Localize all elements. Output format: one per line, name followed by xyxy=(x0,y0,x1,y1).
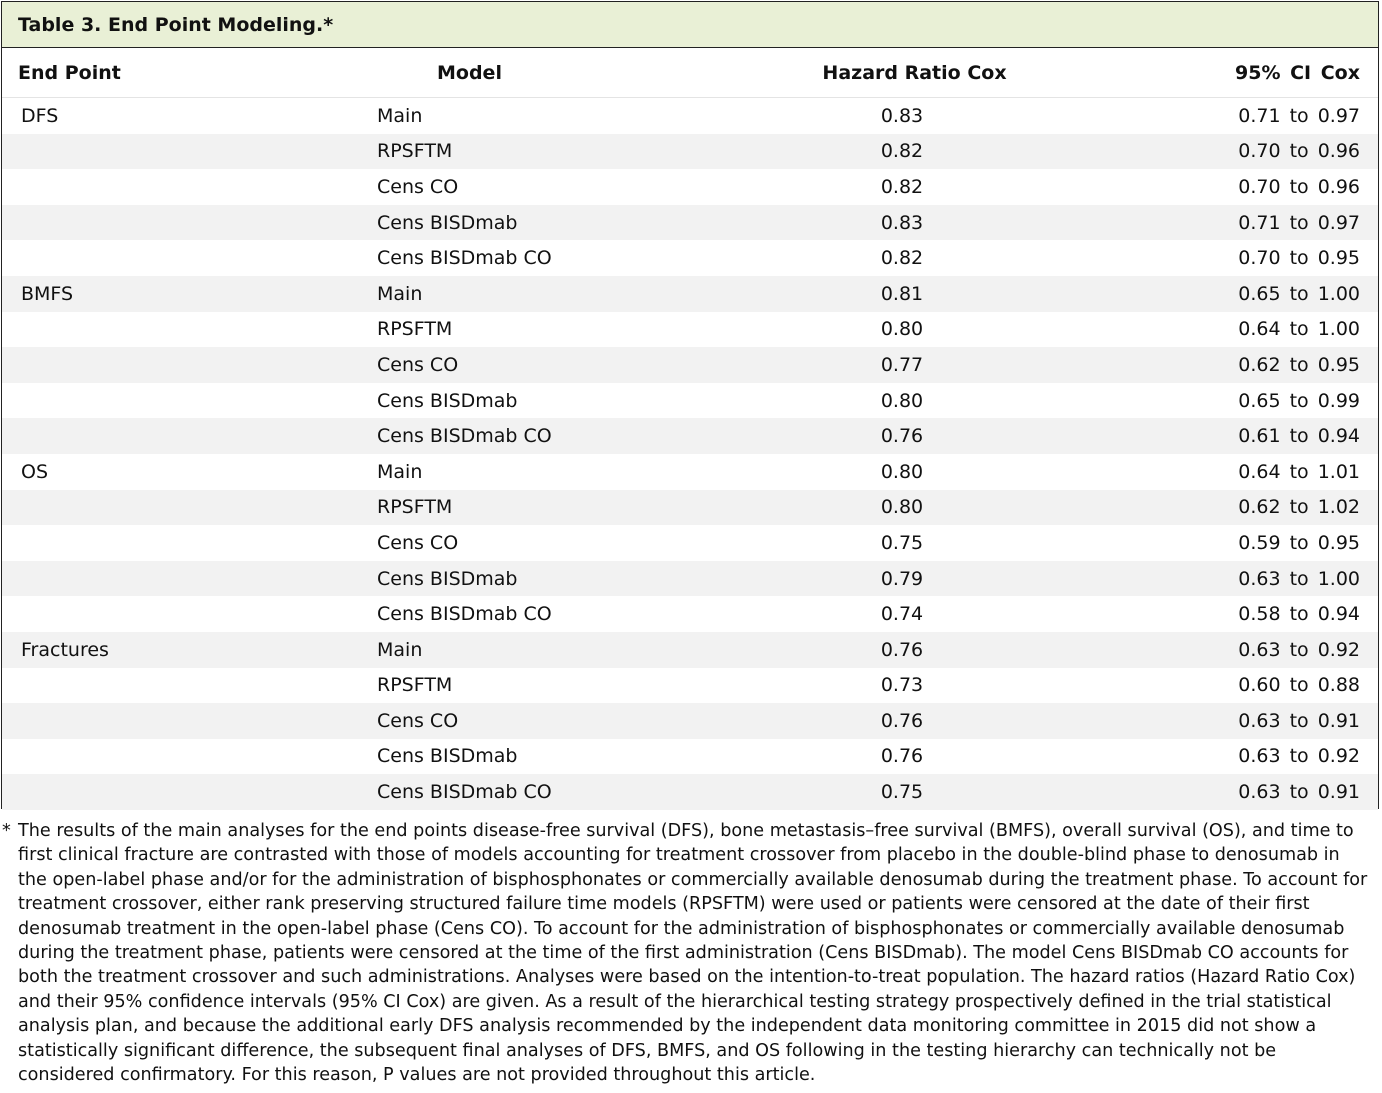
table-row: Cens BISDmab 0.76 0.63 to 0.92 xyxy=(2,739,1378,775)
table-row: OS Main 0.80 0.64 to 1.01 xyxy=(2,454,1378,490)
cell-ci: 0.63 to 0.91 xyxy=(1238,781,1360,804)
header-model: Model xyxy=(437,61,502,84)
cell-ci: 0.61 to 0.94 xyxy=(1238,425,1360,448)
cell-model: Cens BISDmab xyxy=(377,389,518,412)
cell-hazard-ratio: 0.76 xyxy=(880,709,924,732)
table-row: BMFS Main 0.81 0.65 to 1.00 xyxy=(2,275,1378,312)
cell-ci: 0.60 to 0.88 xyxy=(1238,674,1360,697)
cell-model: RPSFTM xyxy=(377,674,453,697)
table-row: Cens CO 0.77 0.62 to 0.95 xyxy=(2,347,1378,383)
cell-ci: 0.62 to 0.95 xyxy=(1238,353,1360,376)
cell-hazard-ratio: 0.81 xyxy=(880,282,924,305)
cell-model: RPSFTM xyxy=(377,496,453,519)
cell-model: Cens BISDmab CO xyxy=(377,781,552,804)
cell-ci: 0.64 to 1.00 xyxy=(1238,318,1360,341)
cell-model: RPSFTM xyxy=(377,318,453,341)
cell-model: Cens CO xyxy=(377,531,459,554)
cell-model: Cens CO xyxy=(377,709,459,732)
cell-hazard-ratio: 0.76 xyxy=(880,425,924,448)
table-row: RPSFTM 0.80 0.62 to 1.02 xyxy=(2,489,1378,526)
footnote-mark: * xyxy=(2,821,11,841)
cell-model: Cens BISDmab xyxy=(377,745,518,768)
table-header-row: End Point Model Hazard Ratio Cox 95% CI … xyxy=(2,48,1378,98)
cell-ci: 0.59 to 0.95 xyxy=(1238,531,1360,554)
cell-ci: 0.58 to 0.94 xyxy=(1238,603,1360,626)
cell-model: Main xyxy=(377,282,423,305)
table-row: RPSFTM 0.82 0.70 to 0.96 xyxy=(2,133,1378,170)
cell-ci: 0.65 to 0.99 xyxy=(1238,389,1360,412)
table-row: Cens BISDmab CO 0.74 0.58 to 0.94 xyxy=(2,596,1378,632)
cell-end-point: BMFS xyxy=(21,282,74,305)
cell-ci: 0.62 to 1.02 xyxy=(1238,496,1360,519)
cell-ci: 0.65 to 1.00 xyxy=(1238,282,1360,305)
cell-hazard-ratio: 0.82 xyxy=(880,247,924,270)
table-row: Cens CO 0.75 0.59 to 0.95 xyxy=(2,525,1378,561)
cell-hazard-ratio: 0.80 xyxy=(880,496,924,519)
cell-ci: 0.63 to 0.92 xyxy=(1238,638,1360,661)
cell-ci: 0.70 to 0.96 xyxy=(1238,140,1360,163)
table-row: Cens BISDmab 0.83 0.71 to 0.97 xyxy=(2,204,1378,241)
cell-end-point: DFS xyxy=(21,104,59,127)
footnote-text: The results of the main analyses for the… xyxy=(18,821,1368,1086)
table-row: Cens BISDmab 0.80 0.65 to 0.99 xyxy=(2,383,1378,419)
header-end-point: End Point xyxy=(18,61,121,84)
table-body: DFS Main 0.83 0.71 to 0.97 RPSFTM 0.82 0.70 to… xyxy=(2,98,1378,810)
header-hazard-ratio: Hazard Ratio Cox xyxy=(822,61,1007,84)
cell-ci: 0.71 to 0.97 xyxy=(1238,104,1360,127)
cell-model: Cens BISDmab CO xyxy=(377,247,552,270)
cell-hazard-ratio: 0.76 xyxy=(880,638,924,661)
cell-hazard-ratio: 0.83 xyxy=(880,104,924,127)
cell-hazard-ratio: 0.75 xyxy=(880,781,924,804)
cell-ci: 0.71 to 0.97 xyxy=(1238,211,1360,234)
cell-ci: 0.63 to 0.92 xyxy=(1238,745,1360,768)
results-table: Table 3. End Point Modeling.* End Point … xyxy=(1,1,1379,810)
table-row: Cens BISDmab CO 0.75 0.63 to 0.91 xyxy=(2,774,1378,810)
cell-hazard-ratio: 0.82 xyxy=(880,140,924,163)
cell-model: RPSFTM xyxy=(377,140,453,163)
cell-model: Cens BISDmab xyxy=(377,567,518,590)
cell-hazard-ratio: 0.80 xyxy=(880,460,924,483)
cell-ci: 0.63 to 1.00 xyxy=(1238,567,1360,590)
cell-hazard-ratio: 0.73 xyxy=(880,674,924,697)
cell-hazard-ratio: 0.82 xyxy=(880,175,924,198)
cell-ci: 0.63 to 0.91 xyxy=(1238,709,1360,732)
cell-model: Cens BISDmab CO xyxy=(377,425,552,448)
table-row: Cens CO 0.76 0.63 to 0.91 xyxy=(2,703,1378,739)
cell-hazard-ratio: 0.79 xyxy=(880,567,924,590)
cell-model: Cens BISDmab CO xyxy=(377,603,552,626)
cell-end-point: Fractures xyxy=(21,638,109,661)
cell-ci: 0.70 to 0.95 xyxy=(1238,247,1360,270)
table-title-bar: Table 3. End Point Modeling.* xyxy=(2,2,1378,48)
cell-ci: 0.70 to 0.96 xyxy=(1238,175,1360,198)
cell-hazard-ratio: 0.75 xyxy=(880,531,924,554)
cell-end-point: OS xyxy=(21,460,49,483)
cell-hazard-ratio: 0.80 xyxy=(880,318,924,341)
table-row: RPSFTM 0.80 0.64 to 1.00 xyxy=(2,312,1378,348)
cell-ci: 0.64 to 1.01 xyxy=(1238,460,1360,483)
table-row: Cens BISDmab CO 0.82 0.70 to 0.95 xyxy=(2,240,1378,276)
cell-hazard-ratio: 0.77 xyxy=(880,353,924,376)
table-row: Cens BISDmab CO 0.76 0.61 to 0.94 xyxy=(2,418,1378,454)
cell-model: Cens BISDmab xyxy=(377,211,518,234)
table-row: Fractures Main 0.76 0.63 to 0.92 xyxy=(2,631,1378,668)
cell-model: Main xyxy=(377,460,423,483)
cell-model: Cens CO xyxy=(377,353,459,376)
cell-model: Cens CO xyxy=(377,175,459,198)
table-title: Table 3. End Point Modeling.* xyxy=(18,13,334,36)
header-ci: 95% CI Cox xyxy=(1235,61,1360,84)
table-row: RPSFTM 0.73 0.60 to 0.88 xyxy=(2,668,1378,704)
table-footnote: * The results of the main analyses for t… xyxy=(2,819,1372,1087)
cell-model: Main xyxy=(377,638,423,661)
cell-hazard-ratio: 0.80 xyxy=(880,389,924,412)
table-row: Cens BISDmab 0.79 0.63 to 1.00 xyxy=(2,560,1378,597)
cell-hazard-ratio: 0.74 xyxy=(880,603,924,626)
cell-hazard-ratio: 0.83 xyxy=(880,211,924,234)
table-row: DFS Main 0.83 0.71 to 0.97 xyxy=(2,98,1378,134)
cell-model: Main xyxy=(377,104,423,127)
cell-hazard-ratio: 0.76 xyxy=(880,745,924,768)
table-row: Cens CO 0.82 0.70 to 0.96 xyxy=(2,169,1378,205)
